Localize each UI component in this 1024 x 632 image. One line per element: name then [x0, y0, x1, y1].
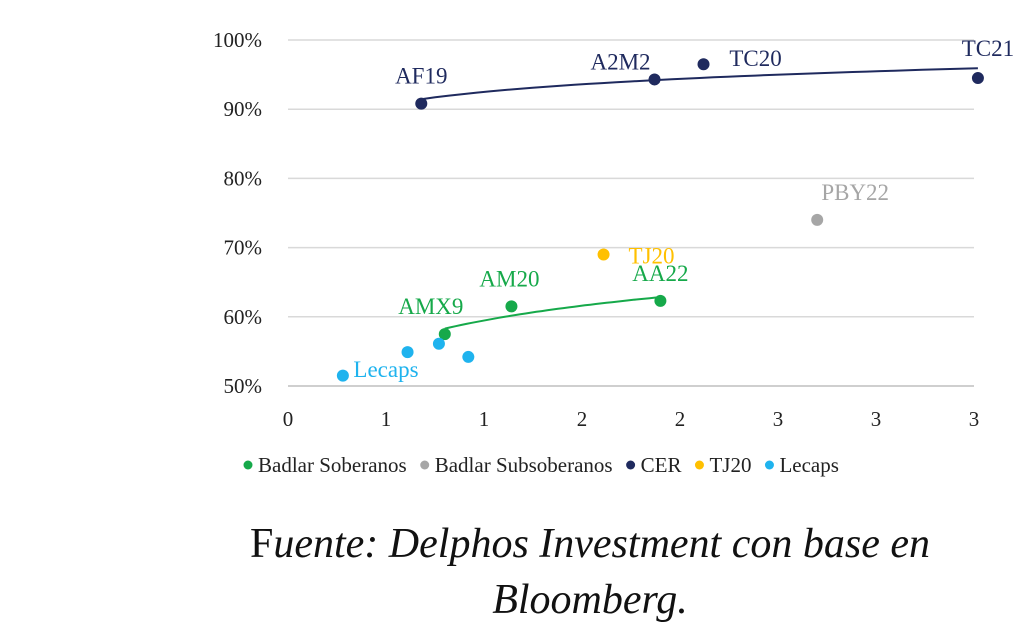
y-tick-label: 90% [224, 97, 263, 121]
legend-entry: Lecaps [779, 453, 838, 477]
data-label: PBY22 [821, 180, 889, 205]
legend-marker [420, 460, 430, 470]
scatter-chart: 50% 60% 70% 80% 90% 100% 0 1 1 2 2 3 3 3 AMX9 AM20 AA22 P… [213, 28, 1014, 477]
legend-entry: TJ20 [709, 453, 751, 477]
data-label: A2M2 [590, 49, 650, 74]
data-point [654, 294, 667, 307]
legend-marker [694, 460, 704, 470]
y-tick-label: 70% [224, 236, 263, 260]
data-label: AF19 [395, 64, 447, 89]
legend-entry: CER [641, 453, 682, 477]
data-label: Lecaps [353, 357, 418, 382]
data-label: TJ20 [629, 244, 675, 269]
source-text: uente: Delphos Investment con base en [273, 521, 930, 567]
legend-marker [243, 460, 253, 470]
source-caption-line-2: Bloomberg. [492, 577, 688, 623]
data-point [505, 300, 518, 313]
data-label: AMX9 [398, 294, 463, 319]
data-label: AM20 [479, 266, 539, 291]
data-label: TC21 [962, 36, 1014, 61]
data-point [462, 350, 475, 363]
legend-entry: Badlar Subsoberanos [435, 453, 613, 477]
source-caption-line-1: Fuente: Delphos Investment con base en [160, 520, 1020, 568]
data-point [432, 337, 445, 350]
data-point [697, 58, 710, 71]
legend-marker [626, 460, 636, 470]
y-tick-label: 100% [213, 28, 262, 52]
data-point [401, 346, 414, 359]
x-tick-label: 2 [577, 407, 588, 431]
data-point [597, 248, 610, 261]
data-point [811, 213, 824, 226]
y-tick-label: 80% [224, 166, 263, 190]
trendline [444, 296, 661, 330]
x-tick-label: 0 [283, 407, 294, 431]
x-tick-label: 1 [381, 407, 392, 431]
legend-marker [764, 460, 774, 470]
data-point [648, 73, 661, 86]
data-label: TC20 [729, 46, 781, 71]
y-tick-label: 50% [224, 374, 263, 398]
y-tick-label: 60% [224, 305, 263, 329]
data-label: AA22 [632, 261, 688, 286]
data-point [438, 328, 451, 341]
data-point [415, 97, 428, 110]
source-initial: F [250, 521, 274, 567]
x-tick-label: 2 [675, 407, 686, 431]
x-tick-label: 1 [479, 407, 490, 431]
data-point [971, 72, 984, 85]
trendline [421, 67, 978, 101]
legend-entry: Badlar Soberanos [258, 453, 407, 477]
x-tick-label: 3 [969, 407, 980, 431]
x-tick-label: 3 [773, 407, 784, 431]
data-point [336, 369, 349, 382]
x-tick-label: 3 [871, 407, 882, 431]
